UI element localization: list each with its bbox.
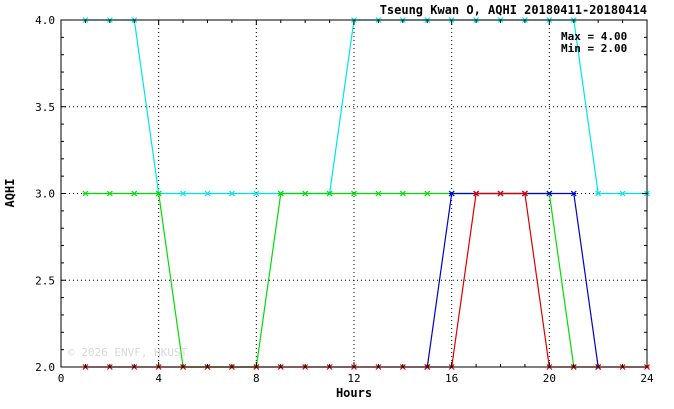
x-tick-label: 0: [58, 372, 65, 385]
data-point: [521, 190, 528, 197]
data-point: [82, 190, 89, 197]
data-point: [619, 190, 626, 197]
data-point: [595, 190, 602, 197]
y-tick-label: 4.0: [35, 14, 55, 27]
data-point: [180, 190, 187, 197]
series-line: [426, 192, 599, 368]
data-point: [253, 190, 260, 197]
x-tick-label: 4: [155, 372, 162, 385]
data-point: [497, 190, 504, 197]
x-tick-label: 12: [347, 372, 360, 385]
data-point: [424, 190, 431, 197]
data-point: [155, 190, 162, 197]
y-axis-label: AQHI: [3, 179, 17, 208]
data-point: [302, 190, 309, 197]
axis-ticks: 0 4 8 12 16 20 24 2.0 2.5 3.0 3.5 4.0: [35, 14, 654, 385]
y-tick-label: 2.0: [35, 361, 55, 374]
series-4: [82, 190, 650, 370]
min-label: Min = 2.00: [561, 42, 627, 55]
x-tick-label: 16: [445, 372, 458, 385]
data-point: [375, 190, 382, 197]
data-point: [228, 190, 235, 197]
x-tick-label: 8: [253, 372, 260, 385]
max-label: Max = 4.00: [561, 30, 627, 43]
series-3: [424, 190, 602, 370]
data-point: [204, 190, 211, 197]
data-point: [570, 190, 577, 197]
data-point: [277, 190, 284, 197]
data-point: [473, 190, 480, 197]
x-axis-label: Hours: [336, 386, 372, 400]
chart-title: Tseung Kwan O, AQHI 20180411-20180414: [380, 3, 647, 17]
watermark: © 2026 ENVF, HKUST: [68, 346, 188, 359]
data-point: [131, 190, 138, 197]
y-tick-label: 3.0: [35, 188, 55, 201]
series-layer: [82, 17, 650, 370]
data-point: [399, 190, 406, 197]
data-point: [546, 190, 553, 197]
y-tick-label: 3.5: [35, 101, 55, 114]
y-tick-label: 2.5: [35, 274, 55, 287]
x-tick-label: 24: [640, 372, 654, 385]
data-point: [106, 190, 113, 197]
data-point: [448, 190, 455, 197]
data-point: [351, 190, 357, 197]
x-tick-label: 20: [543, 372, 556, 385]
data-point: [326, 190, 333, 197]
